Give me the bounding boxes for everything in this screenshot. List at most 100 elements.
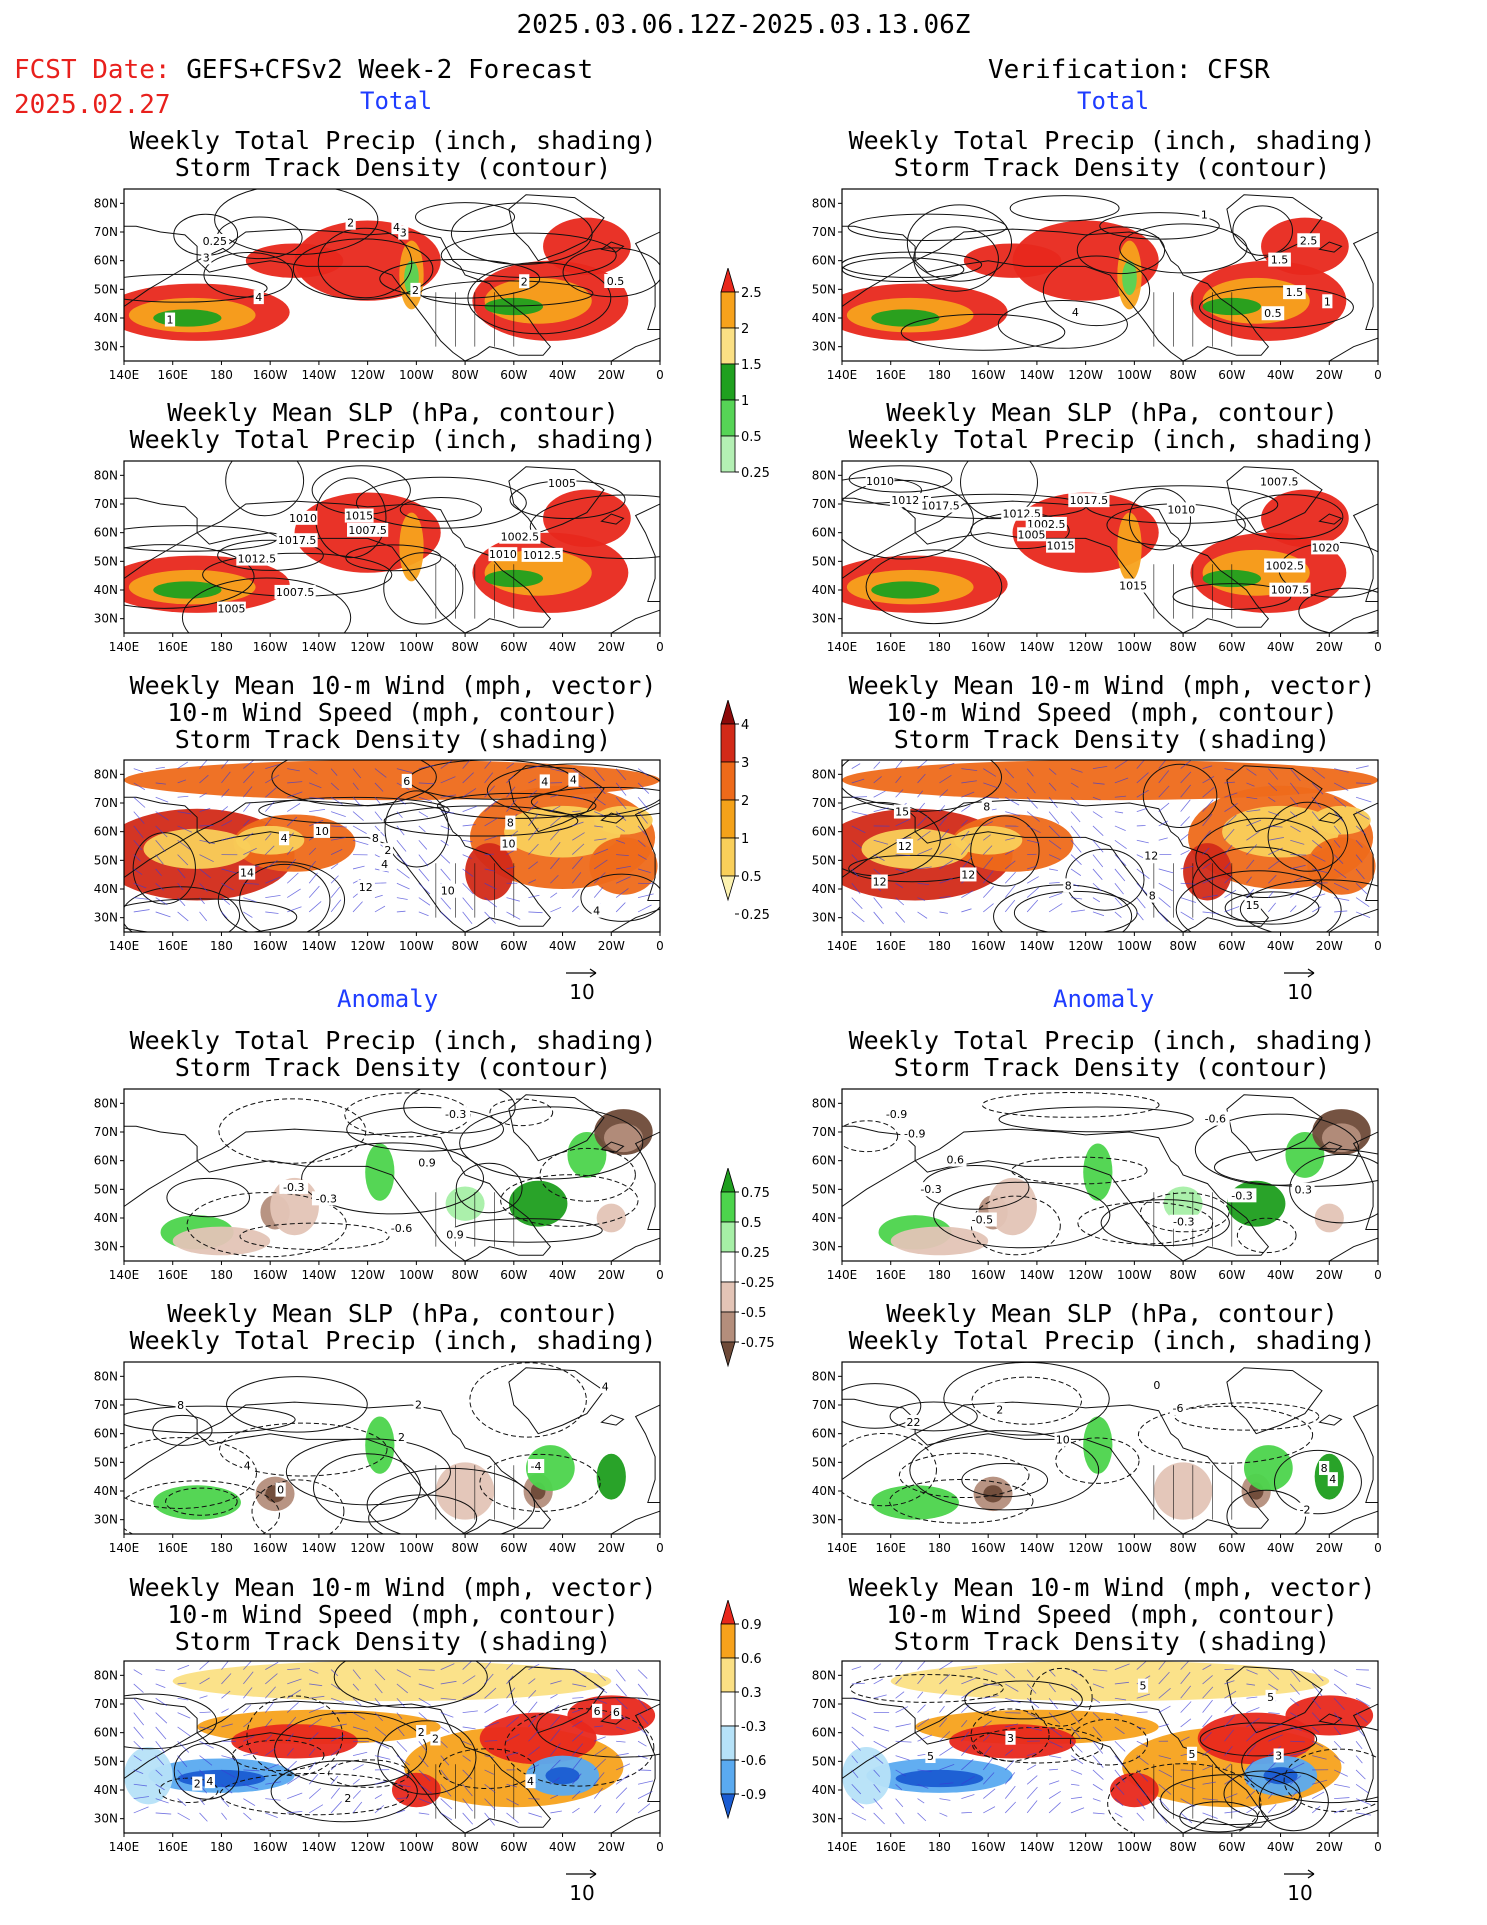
wind-vector [1312, 1740, 1324, 1748]
wind-vector [243, 1783, 259, 1790]
wind-vector [851, 1697, 867, 1702]
wind-vector [1202, 1765, 1213, 1771]
wind-vector [1158, 1769, 1173, 1778]
wind-vector [1355, 1683, 1371, 1689]
title-obs-anom-precip: Weekly Total Precip (inch, shading) Storm… [848, 1026, 1376, 1082]
wind-vector [637, 1698, 649, 1712]
wind-vector [1202, 1732, 1212, 1742]
contour-label-bg [539, 774, 550, 789]
contour-line [1195, 817, 1334, 899]
wind-vector [895, 1755, 910, 1761]
wind-vector [1027, 839, 1040, 844]
contour-line [1128, 488, 1192, 551]
wind-vector [1246, 830, 1260, 841]
wind-vector [1202, 847, 1210, 855]
lon-tick-label: 40W [1267, 640, 1294, 654]
coastline-greenland [508, 194, 605, 262]
map-frame [841, 759, 1379, 933]
wind-vector [352, 901, 363, 913]
wind-vector [506, 1812, 519, 1824]
wind-vector [1026, 1683, 1037, 1694]
wind-vector [550, 842, 561, 855]
wind-vector [528, 1678, 536, 1685]
contour-line [173, 1742, 240, 1800]
wind-vector [983, 768, 997, 777]
wind-vector [1026, 811, 1040, 822]
wind-vector [199, 1677, 210, 1685]
wind-vector [616, 854, 629, 857]
contour-label: 8 [1149, 890, 1156, 903]
wind-vector [1114, 811, 1124, 814]
contour-line [1241, 1724, 1378, 1804]
wind-vector [615, 888, 629, 898]
contour-label-bg [1143, 848, 1160, 863]
wind-vector [572, 1709, 581, 1713]
shade-region [861, 828, 969, 869]
wind-vector [1290, 1775, 1302, 1785]
wind-vector [506, 799, 517, 812]
wind-vector [1070, 1683, 1078, 1691]
wind-vector [243, 771, 255, 784]
contour-label: -0.3 [1173, 1216, 1194, 1229]
wind-vector [155, 897, 168, 906]
contour-label-bg [1005, 1730, 1016, 1745]
contour-label-bg [382, 843, 393, 858]
shade-region [435, 1462, 495, 1520]
wind-vector [895, 760, 904, 769]
contour-label-bg [925, 1749, 936, 1764]
contour-label: 4 [602, 1380, 609, 1393]
wind-vector [1246, 1717, 1260, 1728]
wind-vector [1180, 1685, 1192, 1699]
wind-vector [895, 1783, 903, 1791]
contour-label: 2.5 [1300, 234, 1318, 247]
wind-vector [1026, 1669, 1034, 1678]
wind-vector [1026, 1697, 1040, 1709]
wind-vector [1158, 1687, 1171, 1699]
wind-vector [199, 882, 208, 892]
wind-vector [199, 854, 214, 863]
contour-line [842, 1383, 922, 1429]
wind-vector [1290, 1697, 1299, 1706]
wind-vector [506, 762, 515, 769]
contour-label: 10 [315, 825, 329, 838]
wind-vector [637, 797, 649, 810]
lon-tick-label: 20W [1316, 368, 1343, 382]
lat-tick-label: 60N [812, 1154, 836, 1168]
contour-label: 22 [907, 1416, 921, 1429]
wind-vector [1246, 796, 1258, 800]
wind-vector [637, 825, 648, 836]
wind-vector [155, 1712, 168, 1724]
lon-tick-label: 140W [302, 1268, 337, 1282]
wind-vector [851, 897, 863, 910]
vector-scale-fc-total: 10 [566, 968, 597, 1004]
wind-vector [133, 1683, 144, 1693]
lon-tick-label: 160W [971, 640, 1006, 654]
wind-vector [1114, 1681, 1129, 1685]
wind-vector [1311, 1683, 1323, 1697]
contour-line [489, 1098, 554, 1127]
contour-label-bg [1311, 540, 1340, 555]
wind-vector [895, 1798, 904, 1808]
wind-vector [1334, 910, 1348, 913]
shade-region [1122, 260, 1137, 296]
contour-line [849, 1674, 1004, 1703]
wind-vector [1224, 906, 1240, 913]
coastline-iceland [1318, 1713, 1343, 1725]
lat-tick-label: 40N [812, 583, 836, 597]
lat-tick-label: 50N [812, 1754, 836, 1768]
lon-tick-label: 80W [1170, 640, 1197, 654]
wind-vector [374, 1669, 386, 1681]
wind-vector [1355, 1769, 1366, 1780]
wind-vector [851, 825, 866, 834]
wind-vector [1048, 797, 1058, 809]
lat-tick-label: 80N [812, 468, 836, 482]
contour-label: 2 [344, 1792, 351, 1805]
wind-vector [593, 887, 604, 898]
wind-vector [418, 1755, 429, 1768]
lon-tick-label: 160E [875, 1840, 906, 1854]
wind-vector [917, 848, 933, 855]
contour-line [486, 763, 660, 818]
contour-line [1119, 223, 1248, 274]
wind-vector [528, 765, 541, 769]
